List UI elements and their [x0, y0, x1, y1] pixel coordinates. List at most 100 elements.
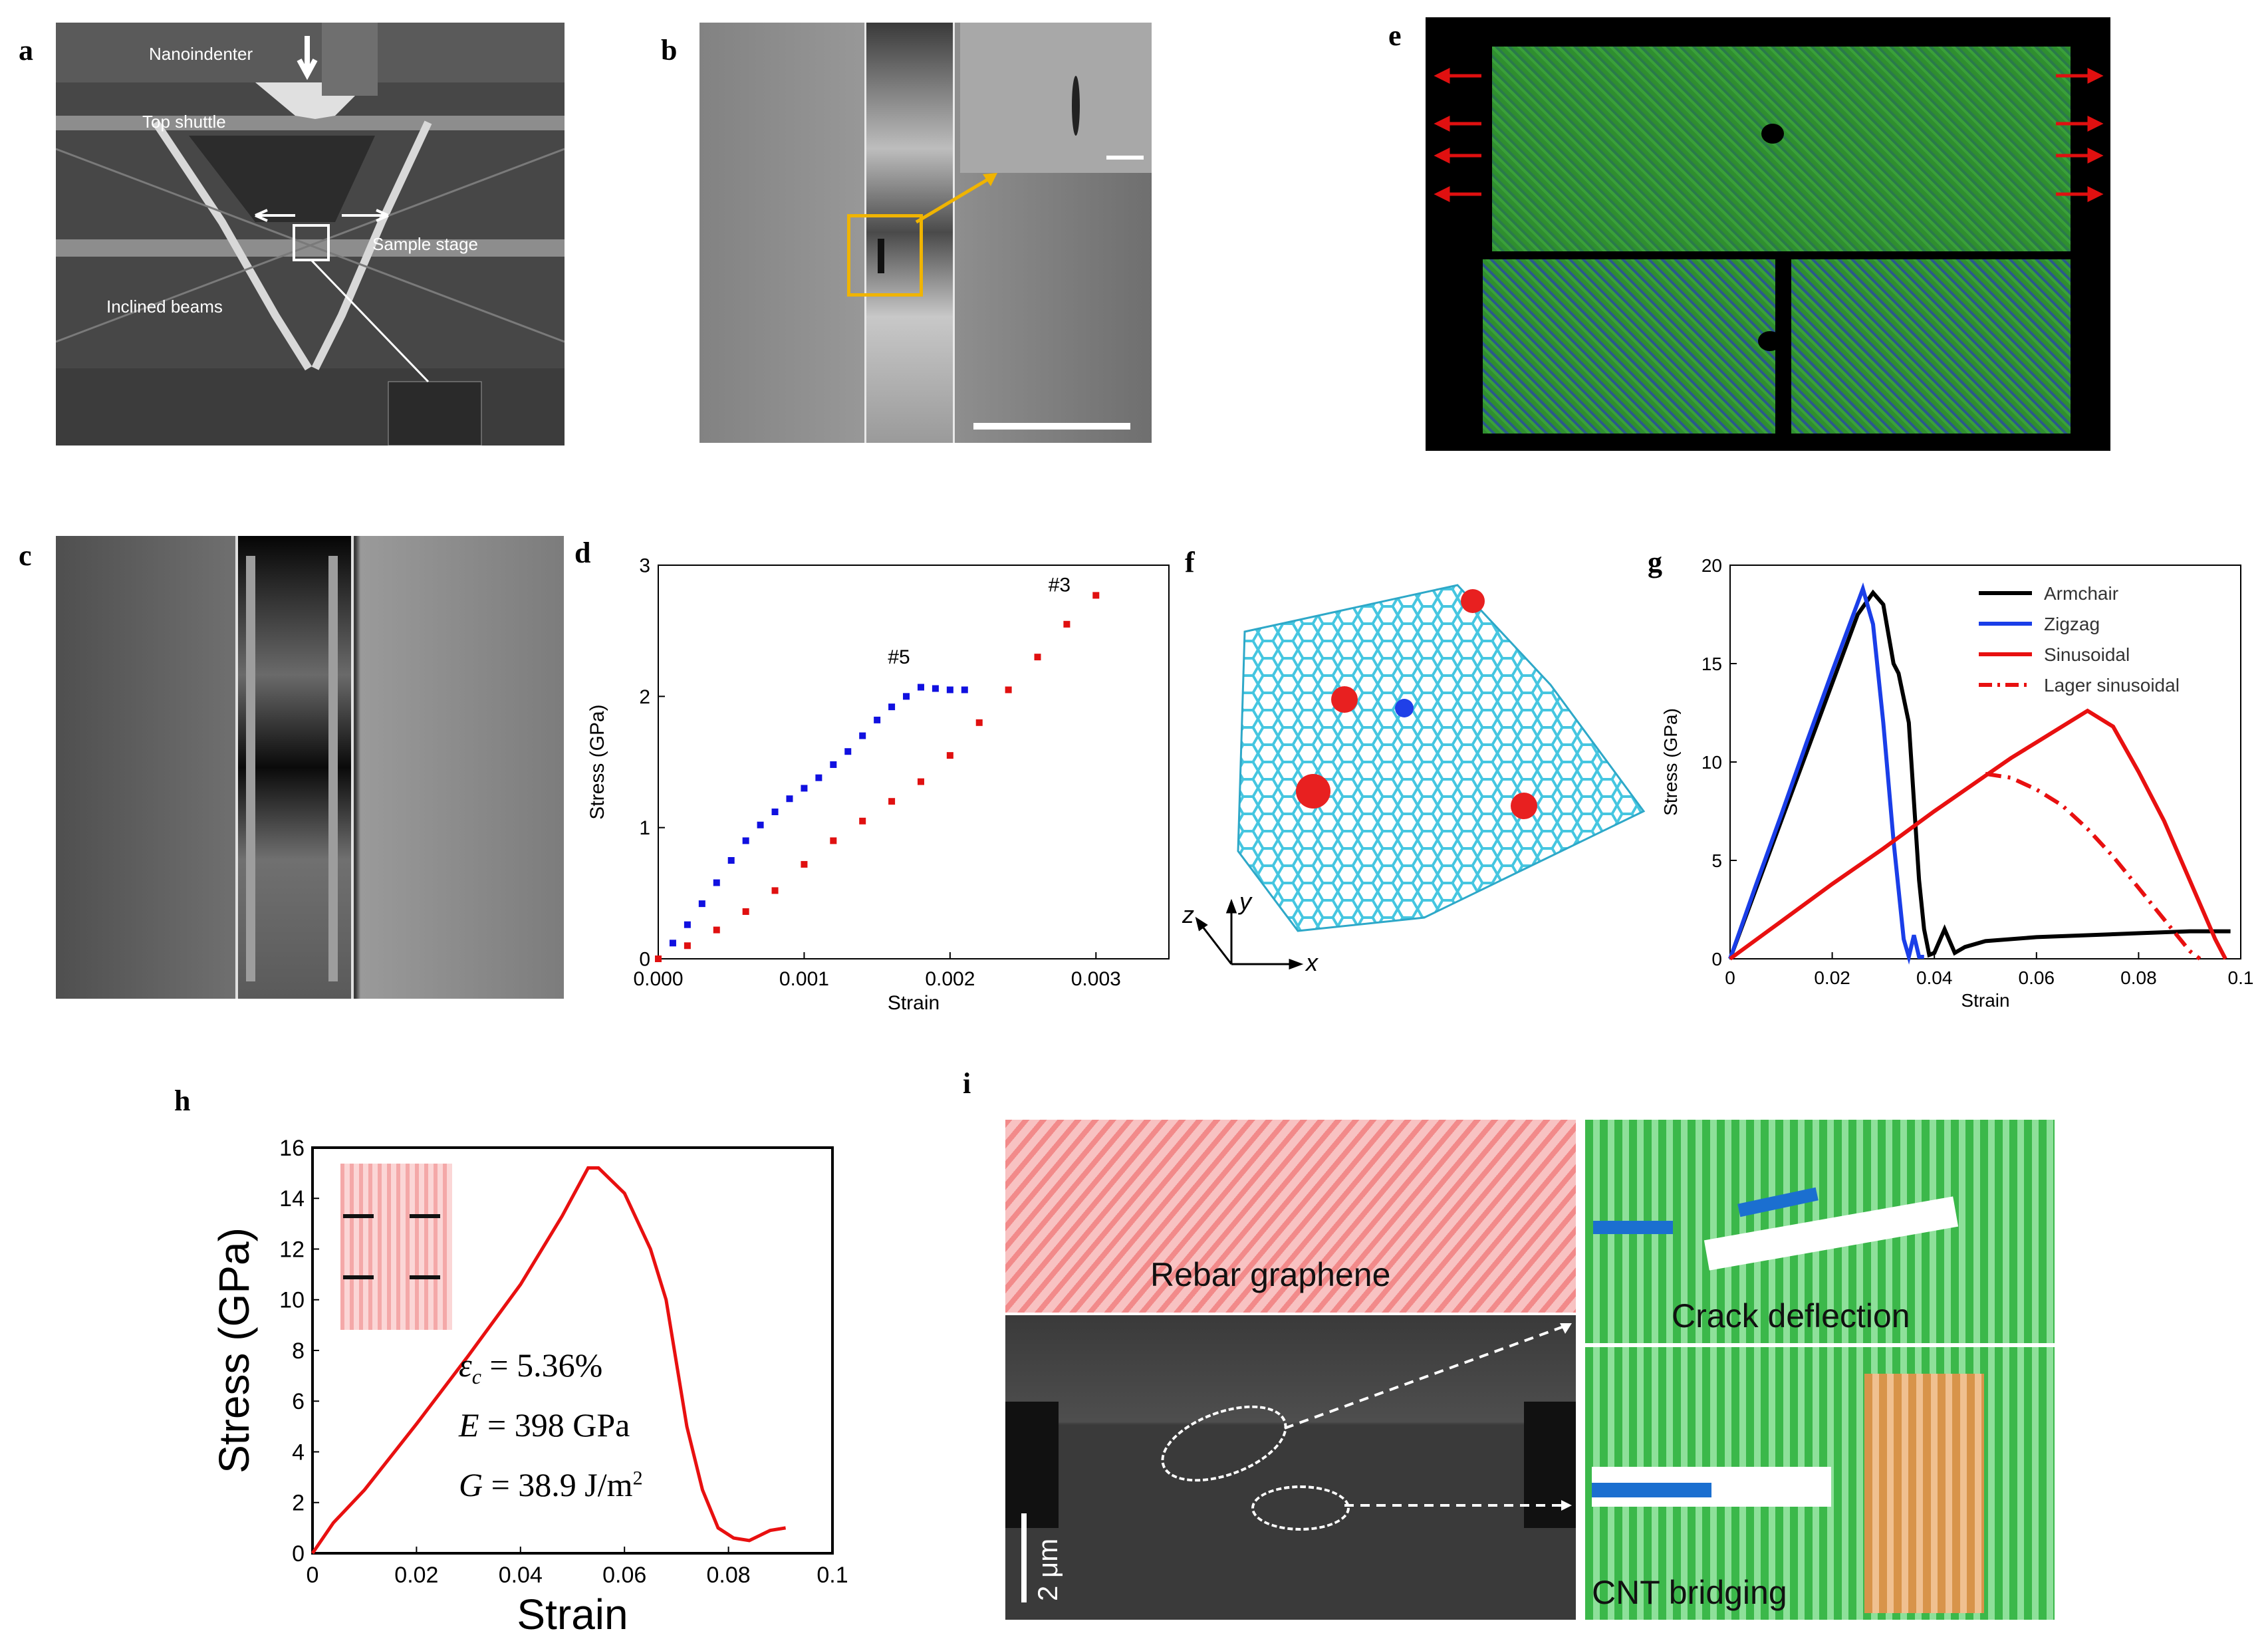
y-tick-label: 5 — [1711, 850, 1722, 871]
data-point — [874, 716, 881, 723]
panel-a-device-drawing — [56, 23, 565, 445]
x-tick-label: 0.08 — [2120, 967, 2157, 988]
x-axis-label: Strain — [888, 992, 940, 1014]
panel-e-fractured-left — [1483, 259, 1775, 434]
data-point — [815, 774, 822, 781]
series-line-lager-sinusoidal — [1985, 771, 2202, 961]
data-point — [888, 798, 896, 805]
x-tick-label: 0.001 — [779, 968, 829, 990]
y-tick-label: 2 — [639, 686, 650, 708]
data-point — [946, 686, 953, 694]
series-label-5: #5 — [888, 646, 910, 668]
data-point — [1005, 686, 1012, 694]
x-axis-label: Strain — [1961, 990, 2009, 1011]
y-tick-label: 2 — [292, 1491, 305, 1516]
data-point — [727, 857, 735, 864]
panel-i-sem-image: 2 μm — [1005, 1315, 1576, 1620]
y-tick-label: 20 — [1701, 555, 1722, 576]
data-point — [830, 837, 837, 844]
legend-label: Zigzag — [2044, 614, 2100, 634]
annotation-modulus: E = 398 GPa — [459, 1406, 630, 1444]
data-point — [859, 817, 866, 824]
x-tick-label: 0 — [307, 1563, 319, 1588]
data-point — [684, 921, 691, 928]
data-point — [917, 778, 924, 785]
series--5 — [655, 684, 968, 962]
panel-letter-h: h — [174, 1084, 191, 1117]
y-tick-label: 3 — [639, 555, 650, 577]
legend-label: Sinusoidal — [2044, 644, 2130, 665]
label-top-shuttle: Top shuttle — [142, 112, 226, 132]
data-point — [713, 879, 720, 886]
panel-letter-i: i — [963, 1067, 971, 1100]
annotation-toughness: G = 38.9 J/m2 — [459, 1466, 643, 1503]
panel-c-sem-image — [56, 536, 564, 999]
label-rebar-graphene: Rebar graphene — [1150, 1256, 1391, 1293]
y-axis-label: Stress (GPa) — [1660, 708, 1681, 816]
data-point — [713, 926, 720, 934]
label-crack-deflection: Crack deflection — [1672, 1297, 1910, 1334]
panel-i-crack-deflection: Crack deflection — [1585, 1120, 2055, 1343]
y-tick-label: 15 — [1701, 654, 1722, 674]
x-tick-label: 0.1 — [2228, 967, 2254, 988]
panel-i-scale-bar — [1021, 1513, 1027, 1602]
data-point — [975, 719, 983, 726]
x-tick-label: 0.02 — [1814, 967, 1850, 988]
panel-i-dashed-arrows — [1284, 1323, 1572, 1511]
x-axis-label: Strain — [517, 1590, 628, 1638]
data-point — [917, 684, 924, 691]
x-tick-label: 0.000 — [633, 968, 683, 990]
data-point — [801, 785, 808, 792]
data-point — [1092, 592, 1100, 599]
x-tick-label: 0.003 — [1071, 968, 1121, 990]
y-tick-label: 0 — [292, 1541, 305, 1567]
chart-d: 0.000 0.001 0.002 0.003 0 1 2 3 Strain Stress (GP… — [586, 555, 1170, 1014]
y-tick-label: 16 — [279, 1136, 305, 1161]
panel-b-sem-image — [699, 23, 1152, 443]
data-point — [698, 900, 705, 908]
x-tick-label: 0.08 — [707, 1563, 751, 1588]
axis-label-z: z — [1182, 901, 1194, 928]
data-point — [844, 748, 852, 755]
data-point — [757, 821, 764, 828]
y-tick-label: 0 — [1711, 949, 1722, 969]
x-tick-label: 0.02 — [394, 1563, 438, 1588]
y-tick-label: 8 — [292, 1338, 305, 1364]
panel-letter-g: g — [1648, 546, 1662, 578]
panel-e-intact-sheet — [1492, 47, 2071, 251]
panel-f-graphene-sheet: y x z — [1182, 584, 1646, 976]
data-point — [888, 703, 896, 711]
data-point — [903, 693, 910, 700]
series-line-stress — [311, 1166, 787, 1555]
y-axis-label: Stress (GPa) — [586, 704, 608, 819]
panel-letter-c: c — [19, 539, 32, 572]
y-tick-label: 12 — [279, 1237, 305, 1262]
series-line-armchair — [1728, 589, 2231, 960]
plot-frame-d — [658, 565, 1170, 959]
panel-h-inset — [340, 1164, 452, 1330]
x-tick-label: 0.002 — [925, 968, 975, 990]
label-nanoindenter: Nanoindenter — [149, 44, 253, 64]
panel-e-md-image — [1426, 17, 2110, 451]
y-tick-label: 1 — [639, 817, 650, 839]
label-cnt-bridging: CNT bridging — [1592, 1574, 1787, 1611]
x-tick-label: 0 — [1725, 967, 1735, 988]
data-point — [771, 887, 779, 894]
panel-a-sem-image: Nanoindenter Top shuttle Sample stage In… — [56, 23, 565, 445]
chart-g: 0 0.02 0.04 0.06 0.08 0.1 0 5 10 15 20 Strain Stress… — [1660, 555, 2254, 1011]
data-point — [684, 942, 691, 950]
data-point — [961, 686, 968, 694]
panel-i-rebar-graphene: Rebar graphene — [1005, 1120, 1576, 1313]
label-sample-stage: Sample stage — [372, 234, 478, 254]
data-point — [669, 940, 676, 947]
annotation-epsilon: εc = 5.36% — [459, 1346, 603, 1388]
y-tick-label: 10 — [1701, 752, 1722, 773]
y-tick-label: 0 — [639, 949, 650, 971]
data-point — [946, 752, 953, 759]
data-point — [1063, 620, 1071, 628]
label-scale: 2 μm — [1032, 1538, 1063, 1601]
panel-letter-d: d — [574, 537, 591, 569]
panel-e-fractured-right — [1791, 259, 2071, 434]
legend-label: Armchair — [2044, 583, 2118, 604]
chart-h: 0 0.02 0.04 0.06 0.08 0.1 0 2 4 6 8 10 12 14 16 Strain S… — [213, 1136, 848, 1638]
